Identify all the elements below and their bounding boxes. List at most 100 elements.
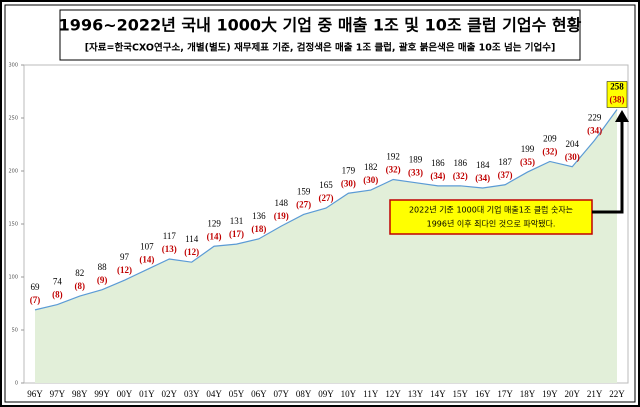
y-tick-label: 150 <box>8 222 18 228</box>
x-tick-label: 21Y <box>587 389 603 399</box>
x-tick-label: 01Y <box>139 389 155 399</box>
value-label: 148 <box>274 198 288 208</box>
count-label: (32) <box>542 147 557 157</box>
plot: 0 50 100 150 200 250 300 69 (7) 74 (8) 82 (8) 88 (9) 97… <box>8 63 629 399</box>
value-label: 74 <box>53 277 63 287</box>
x-tick-label: 11Y <box>363 389 379 399</box>
value-label: 204 <box>565 139 579 149</box>
count-label: (12) <box>184 247 199 257</box>
value-label: 258 <box>610 82 624 92</box>
x-tick-label: 96Y <box>27 389 43 399</box>
x-tick-label: 07Y <box>273 389 289 399</box>
value-label: 209 <box>543 134 557 144</box>
title-box <box>59 9 581 61</box>
count-label: (32) <box>386 165 401 175</box>
value-label: 199 <box>521 144 535 154</box>
line <box>34 109 618 311</box>
value-label: 179 <box>342 165 356 175</box>
count-label: (17) <box>229 229 244 239</box>
count-label: (9) <box>97 275 108 285</box>
x-tick-label: 14Y <box>430 389 446 399</box>
x-tick-label: 02Y <box>162 389 178 399</box>
count-label: (14) <box>207 231 222 241</box>
value-label: 136 <box>252 211 266 221</box>
count-label: (7) <box>30 295 41 305</box>
value-label: 184 <box>476 160 490 170</box>
arrow <box>592 120 624 214</box>
y-tick-label: 100 <box>8 275 18 281</box>
count-label: (37) <box>498 170 513 180</box>
value-label: 97 <box>120 252 130 262</box>
x-tick-label: 04Y <box>206 389 222 399</box>
count-label: (30) <box>341 178 356 188</box>
value-label: 114 <box>185 234 199 244</box>
area <box>35 109 617 384</box>
value-label: 182 <box>364 162 378 172</box>
annotation: 2022년 기준 1000대 기업 매출1조 클럽 숫자는 <box>409 205 573 215</box>
value-label: 107 <box>140 242 154 252</box>
x-tick-label: 10Y <box>341 389 357 399</box>
count-label: (34) <box>430 171 445 181</box>
chart-subtitle: [자료=한국CXO연구소, 개별(별도) 재무제표 기준, 검정색은 매출 1조… <box>85 42 556 54</box>
count-label: (8) <box>52 290 63 300</box>
count-label: (34) <box>475 173 490 183</box>
count-label: (27) <box>319 193 334 203</box>
value-label: 159 <box>297 187 311 197</box>
value-label: 186 <box>454 158 468 168</box>
y-tick-label: 250 <box>8 116 18 122</box>
highlight-box <box>606 81 628 108</box>
x-tick-label: 13Y <box>408 389 424 399</box>
value-label: 186 <box>431 158 445 168</box>
count-label: (14) <box>139 255 154 265</box>
count-label: (13) <box>162 244 177 254</box>
x-tick-label: 05Y <box>229 389 245 399</box>
value-label: 187 <box>498 157 512 167</box>
arrow-head <box>615 110 629 122</box>
count-label: (8) <box>75 281 86 291</box>
inner-border <box>4 4 636 403</box>
y-tick-label: 0 <box>15 381 18 387</box>
value-label: 69 <box>31 282 41 292</box>
y-tick-label: 50 <box>12 328 18 334</box>
x-tick-label: 22Y <box>609 389 625 399</box>
count-label: (18) <box>251 224 266 234</box>
chart-title: 1996~2022년 국내 1000大 기업 중 매출 1조 및 10조 클럽 … <box>59 16 582 35</box>
count-label: (32) <box>453 171 468 181</box>
count-label: (38) <box>610 95 625 105</box>
x-tick-label: 12Y <box>385 389 401 399</box>
x-tick-label: 08Y <box>296 389 312 399</box>
value-label: 131 <box>230 216 244 226</box>
count-label: (34) <box>587 125 602 135</box>
value-label: 82 <box>75 268 84 278</box>
count-label: (27) <box>296 200 311 210</box>
value-label: 117 <box>163 231 177 241</box>
annotation: 1996년 이후 최다인 것으로 파악됐다. <box>427 219 556 229</box>
count-label: (30) <box>565 152 580 162</box>
x-tick-label: 16Y <box>475 389 491 399</box>
value-label: 192 <box>386 152 400 162</box>
x-tick-label: 06Y <box>251 389 267 399</box>
count-label: (12) <box>117 265 132 275</box>
x-tick-label: 18Y <box>520 389 536 399</box>
x-tick-label: 17Y <box>497 389 513 399</box>
x-tick-label: 98Y <box>72 389 88 399</box>
y-tick-label: 300 <box>8 63 18 69</box>
count-label: (30) <box>363 175 378 185</box>
count-label: (33) <box>408 168 423 178</box>
x-tick-label: 97Y <box>50 389 66 399</box>
x-tick-label: 15Y <box>453 389 469 399</box>
value-label: 129 <box>207 218 221 228</box>
annotation-box <box>389 199 593 235</box>
x-tick-label: 20Y <box>564 389 580 399</box>
x-tick-label: 19Y <box>542 389 558 399</box>
x-tick-label: 03Y <box>184 389 200 399</box>
value-label: 229 <box>588 112 602 122</box>
x-tick-label: 09Y <box>318 389 334 399</box>
count-label: (35) <box>520 157 535 167</box>
count-label: (19) <box>274 211 289 221</box>
value-label: 88 <box>98 262 108 272</box>
value-label: 189 <box>409 155 423 165</box>
